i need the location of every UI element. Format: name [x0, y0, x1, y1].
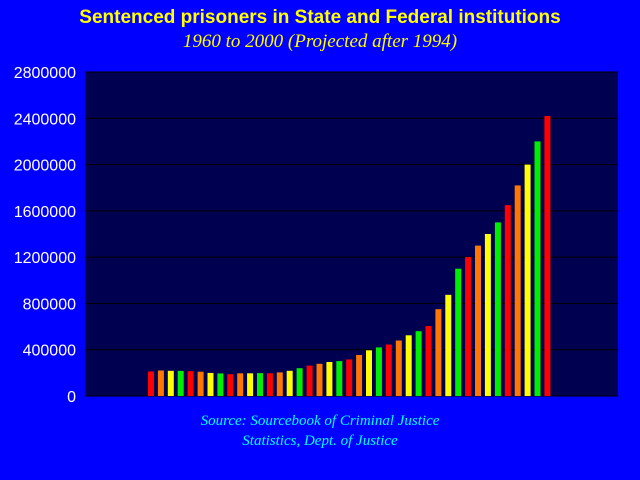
- y-tick-label: 1200000: [14, 250, 76, 267]
- y-axis-ticks: 0 400000 800000 1200000 1600000 2000000 240000…: [14, 65, 76, 406]
- bar-2000: [544, 116, 551, 396]
- bar-1987: [415, 331, 422, 396]
- y-tick-label: 800000: [23, 296, 76, 313]
- bar-1994: [484, 234, 491, 396]
- bar-1984: [385, 344, 392, 396]
- bar-1971: [257, 373, 263, 396]
- bar-1965: [197, 371, 204, 396]
- bar-1979: [336, 361, 343, 396]
- bar-1992: [465, 257, 472, 396]
- bar-1986: [405, 335, 412, 397]
- bar-1996: [504, 205, 511, 396]
- bar-1995: [494, 222, 501, 396]
- bar-1978: [326, 362, 333, 396]
- chart-title: Sentenced prisoners in State and Federal…: [79, 7, 561, 28]
- bar-1988: [425, 326, 432, 396]
- bar-1990: [445, 294, 452, 397]
- y-tick-label: 2000000: [14, 158, 76, 175]
- bar-1976: [306, 365, 313, 396]
- bar-1982: [366, 350, 372, 396]
- bar-1998: [524, 164, 531, 396]
- bar-1970: [247, 373, 254, 396]
- bar-1975: [296, 368, 303, 396]
- bar-1980: [346, 359, 353, 396]
- bar-1963: [177, 370, 184, 396]
- bar-1972: [266, 373, 273, 396]
- chart-subtitle: 1960 to 2000 (Projected after 1994): [182, 31, 458, 52]
- bar-1981: [356, 355, 363, 396]
- source-line-1: Source: Sourcebook of Criminal Justice: [200, 413, 440, 429]
- bar-1999: [534, 141, 541, 396]
- source-line-2: Statistics, Dept. of Justice: [242, 433, 398, 449]
- bar-1973: [276, 372, 283, 396]
- y-tick-label: 2800000: [14, 65, 76, 82]
- bar-1997: [514, 185, 521, 396]
- bar-1964: [187, 371, 194, 396]
- bar-1960: [148, 371, 154, 396]
- bar-1962: [167, 370, 174, 396]
- bars: [148, 116, 551, 397]
- bar-1977: [316, 363, 323, 396]
- bar-1974: [286, 370, 293, 396]
- bar-1968: [227, 374, 234, 396]
- bar-1966: [207, 372, 214, 396]
- bar-1967: [217, 373, 224, 396]
- bar-1991: [455, 268, 462, 396]
- bar-1983: [375, 347, 382, 396]
- bar-1961: [157, 370, 164, 396]
- bar-1969: [237, 373, 244, 396]
- bar-1985: [395, 340, 402, 396]
- y-tick-label: 1600000: [14, 204, 76, 221]
- bar-1993: [475, 245, 481, 396]
- y-tick-label: 0: [67, 389, 76, 406]
- bar-1989: [435, 309, 442, 396]
- y-tick-label: 400000: [23, 343, 76, 360]
- y-tick-label: 2400000: [14, 111, 76, 128]
